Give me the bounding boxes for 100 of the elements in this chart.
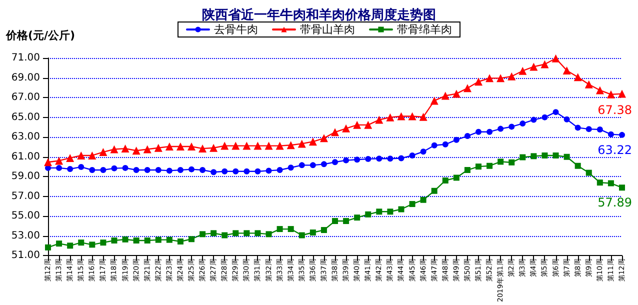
point bbox=[574, 73, 582, 82]
point bbox=[133, 238, 140, 244]
point bbox=[166, 236, 172, 243]
point bbox=[397, 112, 406, 120]
point bbox=[188, 142, 196, 150]
point bbox=[254, 142, 262, 150]
data-label: 67.38 bbox=[598, 102, 632, 117]
point bbox=[320, 161, 327, 168]
point bbox=[342, 124, 350, 132]
point bbox=[530, 153, 537, 160]
point bbox=[420, 148, 426, 155]
point bbox=[200, 231, 206, 238]
point bbox=[264, 142, 273, 150]
point bbox=[111, 238, 118, 244]
point bbox=[276, 142, 284, 150]
point bbox=[442, 177, 448, 184]
point bbox=[89, 242, 96, 248]
point bbox=[77, 151, 86, 160]
point bbox=[155, 167, 162, 174]
point bbox=[288, 226, 294, 232]
point bbox=[55, 156, 64, 165]
point bbox=[177, 167, 184, 174]
point bbox=[365, 156, 372, 162]
point bbox=[56, 240, 62, 247]
point bbox=[419, 112, 428, 121]
point bbox=[320, 134, 328, 142]
chart-title: 陕西省近一年牛肉和羊肉价格周度走势图 bbox=[202, 7, 436, 23]
point bbox=[222, 168, 228, 174]
point bbox=[88, 151, 96, 160]
point bbox=[442, 141, 448, 148]
y-tick-label: 57.00 bbox=[11, 190, 40, 202]
point bbox=[198, 144, 207, 153]
point bbox=[376, 208, 382, 215]
point bbox=[132, 146, 140, 155]
point bbox=[586, 170, 592, 176]
point bbox=[111, 165, 118, 172]
point bbox=[498, 126, 504, 132]
point bbox=[430, 96, 438, 105]
point bbox=[562, 66, 571, 74]
point bbox=[45, 244, 51, 250]
point bbox=[67, 242, 74, 249]
point bbox=[188, 236, 194, 242]
point bbox=[276, 226, 283, 232]
point bbox=[232, 142, 240, 150]
point bbox=[188, 166, 194, 172]
point bbox=[540, 60, 549, 68]
point bbox=[200, 167, 206, 174]
legend-label: 去骨牛肉 bbox=[214, 23, 258, 36]
point bbox=[441, 92, 450, 100]
point bbox=[100, 167, 106, 174]
y-tick-label: 59.00 bbox=[11, 171, 40, 182]
point bbox=[564, 116, 570, 122]
point bbox=[44, 158, 52, 166]
point bbox=[232, 230, 239, 236]
point bbox=[453, 174, 460, 181]
point bbox=[564, 154, 570, 160]
point bbox=[608, 180, 614, 186]
point bbox=[354, 214, 360, 221]
point bbox=[144, 167, 150, 174]
point bbox=[133, 167, 140, 174]
point bbox=[606, 90, 615, 98]
point bbox=[222, 232, 228, 238]
point bbox=[310, 230, 316, 236]
point bbox=[122, 236, 128, 242]
y-tick-label: 69.00 bbox=[11, 72, 40, 84]
point bbox=[144, 238, 150, 244]
point bbox=[242, 142, 251, 150]
point bbox=[210, 144, 218, 152]
y-tick-label: 61.00 bbox=[11, 151, 40, 162]
y-tick-label: 71.00 bbox=[11, 52, 40, 64]
point bbox=[520, 120, 526, 127]
point bbox=[320, 227, 327, 234]
point bbox=[596, 180, 603, 186]
point bbox=[99, 148, 108, 156]
point bbox=[78, 240, 84, 246]
point bbox=[266, 231, 272, 238]
point bbox=[353, 120, 362, 129]
point bbox=[122, 164, 128, 171]
point bbox=[354, 156, 360, 163]
data-label: 63.22 bbox=[598, 142, 632, 157]
y-tick-label: 55.00 bbox=[11, 210, 40, 222]
point bbox=[464, 167, 470, 174]
y-axis-title: 价格(元/公斤) bbox=[5, 29, 76, 42]
point bbox=[552, 54, 560, 62]
point bbox=[574, 124, 581, 131]
point bbox=[166, 168, 172, 174]
point bbox=[476, 128, 482, 135]
point bbox=[530, 62, 538, 71]
point bbox=[308, 138, 317, 146]
point bbox=[386, 113, 394, 122]
point bbox=[254, 230, 261, 236]
point bbox=[498, 158, 504, 165]
point bbox=[508, 72, 516, 80]
point bbox=[154, 144, 162, 152]
point bbox=[474, 78, 482, 86]
point bbox=[574, 162, 581, 169]
point bbox=[332, 218, 338, 224]
point bbox=[596, 86, 604, 94]
point bbox=[453, 136, 460, 143]
point bbox=[618, 90, 626, 98]
